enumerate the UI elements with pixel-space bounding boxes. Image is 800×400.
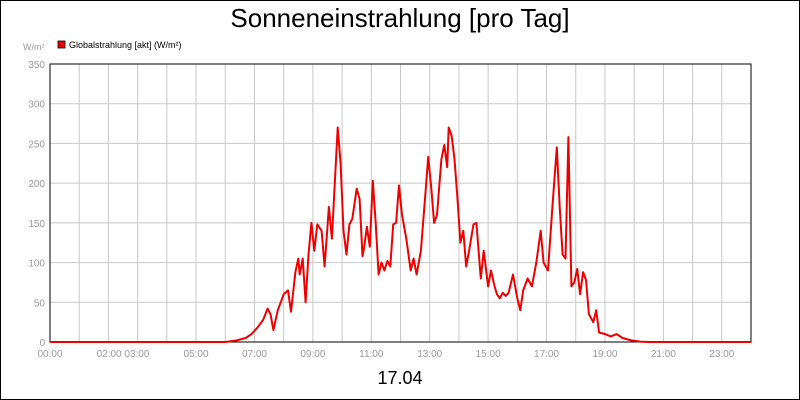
x-tick-label: 00:00	[37, 349, 62, 360]
x-axis-date-label: 17.04	[377, 368, 423, 388]
chart-title: Sonneneinstrahlung [pro Tag]	[230, 3, 570, 33]
x-tick-label: 09:00	[300, 349, 325, 360]
x-tick-labels: 00:00 02:00 03:00 05:00 07:00 09:00 11:00 13:0…	[37, 349, 734, 360]
plot-area	[49, 63, 752, 343]
y-tick-label: 150	[28, 219, 45, 230]
y-tick-label: 350	[28, 60, 45, 71]
x-tick-label: 17:00	[534, 349, 559, 360]
x-tick-label: 21:00	[651, 349, 676, 360]
series-group	[50, 126, 751, 343]
y-tick-label: 250	[28, 139, 45, 150]
x-tick-label: 19:00	[592, 349, 617, 360]
x-tick-label: 15:00	[476, 349, 501, 360]
x-tick-label: 23:00	[709, 349, 734, 360]
y-tick-label: 200	[28, 179, 45, 190]
x-tick-label: 11:00	[359, 349, 384, 360]
legend-swatch	[57, 40, 66, 49]
y-tick-label: 100	[28, 259, 45, 270]
series-line	[50, 126, 751, 343]
legend-entry: Globalstrahlung [akt] (W/m²)	[69, 40, 182, 50]
x-tick-label: 05:00	[184, 349, 209, 360]
y-tick-labels: 0 50 100 150 200 250 300 350	[28, 60, 45, 349]
x-tick-label: 07:00	[242, 349, 267, 360]
y-tick-label: 50	[34, 298, 46, 309]
y-tick-label: 300	[28, 100, 45, 111]
y-axis-unit: W/m²	[23, 42, 45, 52]
x-tick-label: 13:00	[417, 349, 442, 360]
y-tick-label: 0	[39, 338, 45, 349]
x-tick-label: 02:00 03:00	[97, 349, 150, 360]
